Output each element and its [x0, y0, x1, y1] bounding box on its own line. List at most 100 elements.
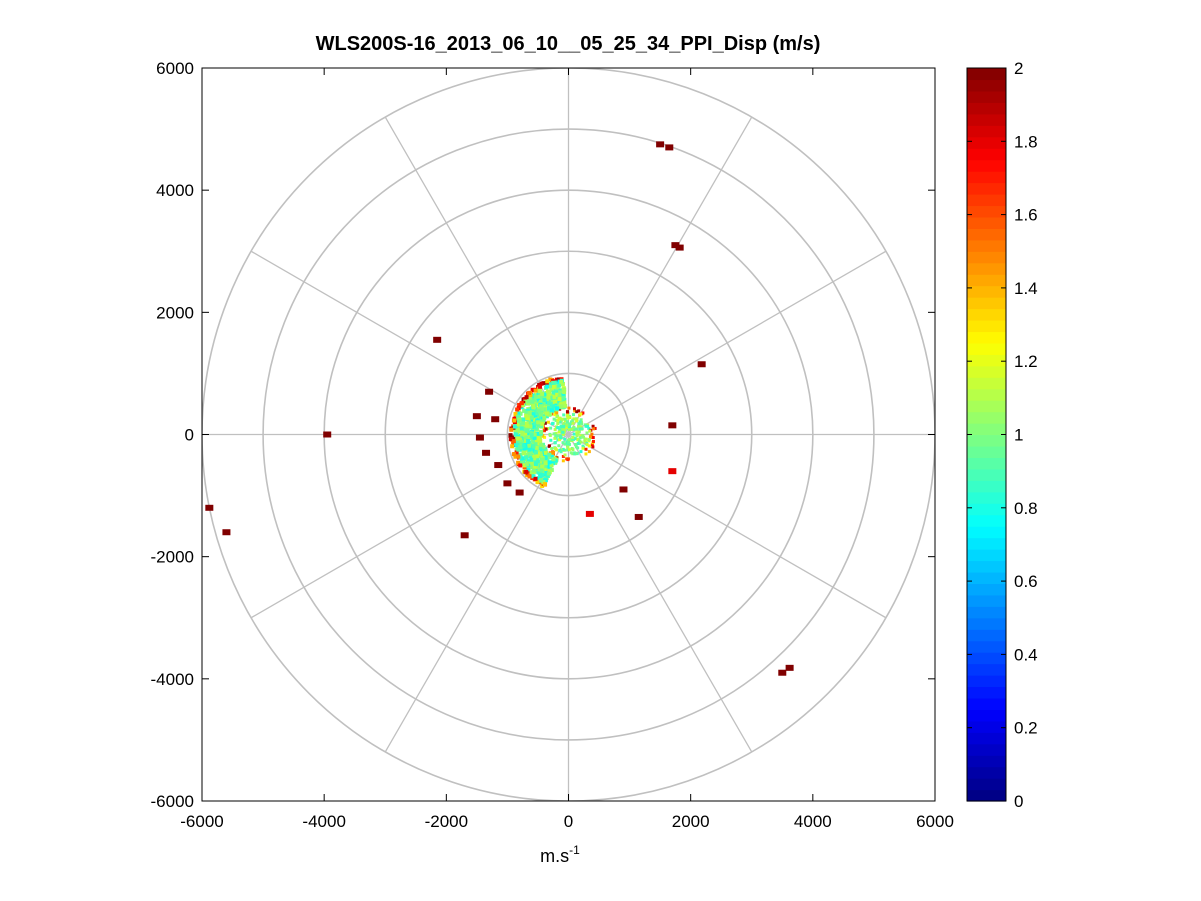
- colorbar-step: [967, 216, 1006, 229]
- data-cell: [579, 412, 583, 416]
- data-cell: [532, 447, 537, 452]
- polar-ring: [445, 311, 692, 558]
- data-layer: [205, 141, 794, 676]
- data-cell: [525, 459, 530, 464]
- data-cell: [545, 379, 550, 384]
- data-cell: [539, 424, 544, 429]
- data-cell: [556, 426, 560, 430]
- data-cell: [511, 439, 516, 444]
- data-cell: [514, 452, 519, 457]
- data-cell: [562, 387, 567, 392]
- data-cell: [554, 434, 558, 438]
- data-point: [491, 416, 500, 423]
- data-cell: [571, 435, 575, 439]
- data-cell: [562, 413, 566, 417]
- data-cell: [554, 431, 558, 435]
- data-cell: [583, 439, 587, 443]
- data-cell: [546, 471, 551, 476]
- data-cell: [573, 452, 577, 456]
- colorbar-step: [967, 594, 1006, 607]
- colorbar-step: [967, 136, 1006, 149]
- data-cell: [536, 408, 541, 413]
- data-cell: [579, 450, 583, 454]
- data-cell: [511, 435, 516, 440]
- data-point: [671, 242, 680, 249]
- data-cell: [542, 452, 547, 457]
- data-cell: [531, 405, 536, 410]
- colorbar-step: [967, 503, 1006, 516]
- data-cell: [525, 431, 530, 436]
- colorbar-step: [967, 365, 1006, 378]
- data-cell: [566, 416, 570, 420]
- data-cell: [540, 391, 545, 396]
- data-cell: [515, 407, 520, 412]
- colorbar-step: [967, 228, 1006, 241]
- data-cell: [553, 428, 557, 432]
- data-cell: [536, 464, 541, 469]
- data-cell: [518, 447, 523, 452]
- data-cell: [540, 483, 545, 488]
- colorbar-step: [967, 755, 1006, 768]
- data-cell: [585, 431, 589, 435]
- colorbar-step: [967, 411, 1006, 424]
- data-cell: [532, 435, 537, 440]
- colorbar-step: [967, 377, 1006, 390]
- data-cell: [541, 444, 546, 449]
- data-cell: [563, 437, 567, 441]
- data-cell: [581, 434, 585, 438]
- data-cell: [565, 420, 569, 424]
- data-cell: [538, 389, 543, 394]
- data-cell: [544, 411, 549, 416]
- data-cell: [518, 428, 523, 433]
- data-cell: [515, 422, 520, 427]
- data-cell: [553, 446, 557, 450]
- data-cell: [548, 433, 552, 437]
- data-cell: [527, 472, 532, 477]
- colorbar-step: [967, 663, 1006, 676]
- y-tick-label: -2000: [151, 548, 194, 567]
- data-cell: [556, 399, 561, 404]
- data-point: [515, 489, 524, 496]
- colorbar-step: [967, 331, 1006, 344]
- data-cell: [587, 438, 591, 442]
- data-cell: [581, 411, 585, 415]
- data-cell: [524, 395, 529, 400]
- data-cell: [567, 406, 571, 410]
- plot-area: -6000 -4000 -2000 0 2000 4000 6000 6000 4000 200…: [151, 59, 954, 831]
- colorbar-step: [967, 423, 1006, 436]
- colorbar-step: [967, 583, 1006, 596]
- data-cell: [547, 393, 552, 398]
- data-cell: [592, 427, 596, 431]
- colorbar-step: [967, 342, 1006, 355]
- data-cell: [539, 443, 544, 448]
- data-cell: [556, 418, 560, 422]
- data-cell: [520, 417, 525, 422]
- data-cell: [591, 436, 595, 440]
- data-cell: [548, 451, 552, 455]
- data-cell: [554, 418, 558, 422]
- data-cell: [577, 425, 581, 429]
- data-cell: [533, 421, 538, 426]
- data-cell: [537, 386, 542, 391]
- y-tick-label: -4000: [151, 670, 194, 689]
- data-cell: [549, 468, 554, 473]
- data-cell: [529, 470, 534, 475]
- data-cell: [523, 399, 528, 404]
- colorbar-step: [967, 445, 1006, 459]
- colorbar-step: [967, 709, 1006, 722]
- data-cell: [524, 435, 529, 440]
- data-cell: [575, 419, 579, 423]
- data-cell: [587, 426, 591, 430]
- data-cell: [534, 426, 539, 431]
- data-cell: [588, 435, 592, 439]
- data-cell: [530, 399, 535, 404]
- data-cell: [561, 441, 565, 445]
- colorbar-step: [967, 205, 1006, 218]
- data-cell: [544, 402, 549, 407]
- data-cell: [543, 450, 548, 455]
- data-cell: [548, 377, 553, 382]
- colorbar-step: [967, 652, 1006, 665]
- colorbar-step: [967, 571, 1006, 584]
- polar-grid: [202, 68, 935, 801]
- data-cell: [546, 455, 551, 460]
